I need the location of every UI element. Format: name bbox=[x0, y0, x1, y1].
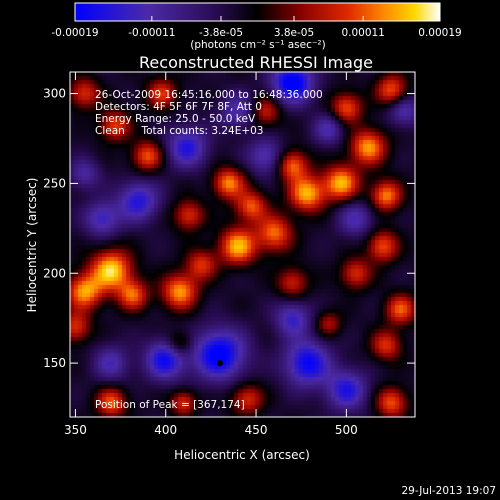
peak-position-label: Position of Peak = [367,174] bbox=[95, 399, 245, 411]
x-axis-label: Heliocentric X (arcsec) bbox=[174, 448, 310, 462]
colorbar bbox=[74, 2, 441, 22]
annotation-detectors: Detectors: 4F 5F 6F 7F 8F, Att 0 bbox=[95, 101, 262, 113]
annotation-time: 26-Oct-2009 16:45:16.000 to 16:48:36.000 bbox=[95, 89, 323, 101]
y-tick-label: 150 bbox=[43, 356, 66, 370]
colorbar-tick-label: 0.00011 bbox=[341, 27, 384, 39]
x-tick-label: 500 bbox=[335, 423, 358, 437]
x-tick-label: 450 bbox=[245, 423, 268, 437]
chart-title: Reconstructed RHESSI Image bbox=[139, 53, 373, 72]
colorbar-ticks: -0.00019 -0.00011 -3.8e-05 3.8e-05 0.00011 0.… bbox=[51, 16, 462, 39]
peak-marker bbox=[216, 360, 223, 367]
y-tick-label: 300 bbox=[43, 87, 66, 101]
colorbar-tick-label: 0.00019 bbox=[418, 27, 461, 39]
colorbar-tick-label: -0.00019 bbox=[51, 27, 98, 39]
colorbar-tick-label: -3.8e-05 bbox=[199, 27, 243, 39]
colorbar-unit-label: (photons cm⁻² s⁻¹ asec⁻²) bbox=[190, 39, 325, 51]
plot-frame bbox=[69, 71, 416, 418]
colorbar-tick-label: 3.8e-05 bbox=[274, 27, 314, 39]
annotation-energy: Energy Range: 25.0 - 50.0 keV bbox=[95, 113, 256, 125]
heatmap-image bbox=[70, 72, 415, 417]
annotation-clean: Clean Total counts: 3.24E+03 bbox=[95, 125, 264, 137]
y-tick-label: 250 bbox=[43, 176, 66, 190]
timestamp: 29-Jul-2013 19:07 bbox=[401, 485, 496, 497]
x-tick-label: 350 bbox=[64, 423, 87, 437]
axes: 350 400 450 500 150 200 250 300 bbox=[43, 72, 415, 437]
x-tick-label: 400 bbox=[154, 423, 177, 437]
y-tick-label: 200 bbox=[43, 266, 66, 280]
colorbar-tick-label: -0.00011 bbox=[128, 27, 175, 39]
y-axis-label: Heliocentric Y (arcsec) bbox=[25, 178, 39, 313]
